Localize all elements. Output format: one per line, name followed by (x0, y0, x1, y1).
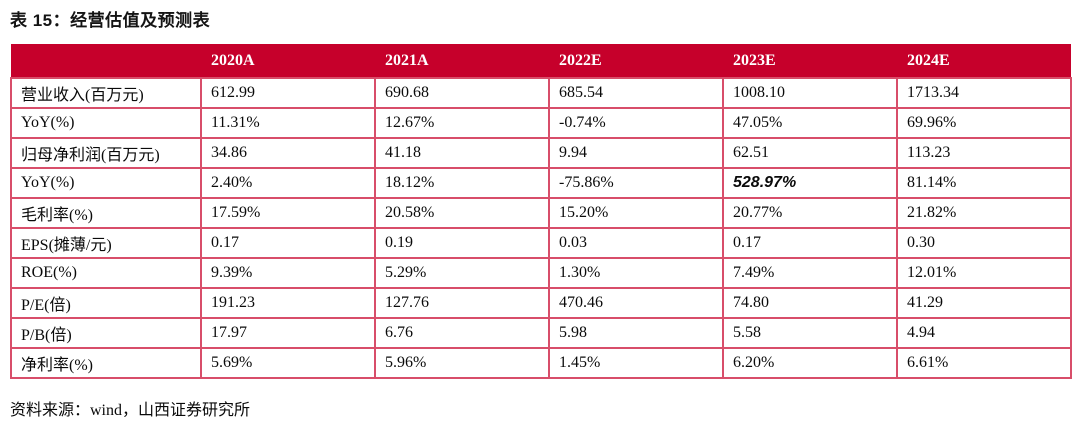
cell: 6.76 (374, 317, 550, 349)
cell: 15.20% (548, 197, 724, 229)
cell: 528.97% (722, 167, 898, 199)
row-label: 归母净利润(百万元) (10, 137, 202, 169)
row-label: 毛利率(%) (10, 197, 202, 229)
cell: 74.80 (722, 287, 898, 319)
cell: 127.76 (374, 287, 550, 319)
cell: 17.59% (200, 197, 376, 229)
cell: 5.29% (374, 257, 550, 289)
cell: 12.67% (374, 107, 550, 139)
row-label: YoY(%) (10, 107, 202, 139)
cell: 6.61% (896, 347, 1072, 379)
row-label: ROE(%) (10, 257, 202, 289)
cell: 5.58 (722, 317, 898, 349)
cell: 191.23 (200, 287, 376, 319)
cell: 5.98 (548, 317, 724, 349)
table-row: P/E(倍) 191.23 127.76 470.46 74.80 41.29 (10, 287, 1072, 319)
cell: 0.03 (548, 227, 724, 259)
cell: -0.74% (548, 107, 724, 139)
cell: 62.51 (722, 137, 898, 169)
cell: 9.94 (548, 137, 724, 169)
cell: 470.46 (548, 287, 724, 319)
cell: 113.23 (896, 137, 1072, 169)
table-row: ROE(%) 9.39% 5.29% 1.30% 7.49% 12.01% (10, 257, 1072, 289)
cell: 0.30 (896, 227, 1072, 259)
cell: 17.97 (200, 317, 376, 349)
column-header: 2024E (897, 44, 1071, 78)
table-row: 归母净利润(百万元) 34.86 41.18 9.94 62.51 113.23 (10, 137, 1072, 169)
column-header: 2023E (723, 44, 897, 78)
row-label: P/E(倍) (10, 287, 202, 319)
cell: 18.12% (374, 167, 550, 199)
cell: 9.39% (200, 257, 376, 289)
table-row: 净利率(%) 5.69% 5.96% 1.45% 6.20% 6.61% (10, 347, 1072, 379)
cell: 2.40% (200, 167, 376, 199)
cell: 1713.34 (896, 77, 1072, 109)
cell: 20.58% (374, 197, 550, 229)
table-row: 毛利率(%) 17.59% 20.58% 15.20% 20.77% 21.82% (10, 197, 1072, 229)
column-header: 2022E (549, 44, 723, 78)
cell: 34.86 (200, 137, 376, 169)
cell: 5.96% (374, 347, 550, 379)
cell: 41.29 (896, 287, 1072, 319)
cell: 0.17 (200, 227, 376, 259)
source-note: 资料来源：wind，山西证券研究所 (10, 402, 251, 419)
cell: 21.82% (896, 197, 1072, 229)
cell: 6.20% (722, 347, 898, 379)
cell: 20.77% (722, 197, 898, 229)
cell: 4.94 (896, 317, 1072, 349)
cell: 41.18 (374, 137, 550, 169)
cell: 0.17 (722, 227, 898, 259)
cell: 1008.10 (722, 77, 898, 109)
table-row: EPS(摊薄/元) 0.17 0.19 0.03 0.17 0.30 (10, 227, 1072, 259)
cell: 81.14% (896, 167, 1072, 199)
table-body: 营业收入(百万元) 612.99 690.68 685.54 1008.10 1713.3… (10, 77, 1072, 379)
table-row: P/B(倍) 17.97 6.76 5.98 5.58 4.94 (10, 317, 1072, 349)
row-label: YoY(%) (10, 167, 202, 199)
valuation-forecast-table: 2020A 2021A 2022E 2023E 2024E 营业收入(百万元) 612.9… (10, 44, 1072, 379)
row-label: 营业收入(百万元) (10, 77, 202, 109)
cell: 47.05% (722, 107, 898, 139)
column-header: 2021A (375, 44, 549, 78)
cell: 5.69% (200, 347, 376, 379)
cell: 69.96% (896, 107, 1072, 139)
table-row: 营业收入(百万元) 612.99 690.68 685.54 1008.10 1713.3… (10, 77, 1072, 109)
table-title: 表 15：经营估值及预测表 (10, 11, 211, 30)
cell: 1.45% (548, 347, 724, 379)
cell: 7.49% (722, 257, 898, 289)
cell: 0.19 (374, 227, 550, 259)
column-header: 2020A (201, 44, 375, 78)
cell: 612.99 (200, 77, 376, 109)
cell: 11.31% (200, 107, 376, 139)
table-header: 2020A 2021A 2022E 2023E 2024E (11, 44, 1071, 78)
row-label: 净利率(%) (10, 347, 202, 379)
row-label: P/B(倍) (10, 317, 202, 349)
cell: 1.30% (548, 257, 724, 289)
table-row: YoY(%) 2.40% 18.12% -75.86% 528.97% 81.14% (10, 167, 1072, 199)
cell: -75.86% (548, 167, 724, 199)
row-label: EPS(摊薄/元) (10, 227, 202, 259)
cell: 685.54 (548, 77, 724, 109)
header-row: 2020A 2021A 2022E 2023E 2024E (11, 44, 1071, 78)
cell: 12.01% (896, 257, 1072, 289)
table-row: YoY(%) 11.31% 12.67% -0.74% 47.05% 69.96% (10, 107, 1072, 139)
cell: 690.68 (374, 77, 550, 109)
table-corner-cell (11, 44, 201, 78)
